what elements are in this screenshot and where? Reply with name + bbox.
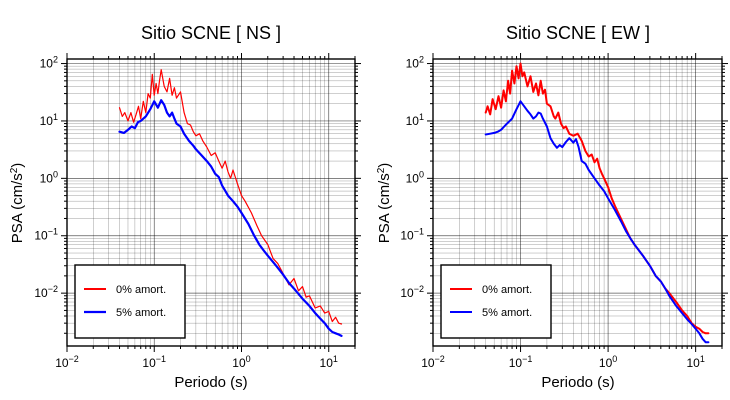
- chart-ns: Sitio SCNE [ NS ] 10−2 10−1 100 101 10−210−…: [9, 23, 361, 391]
- chart-ns-series-1: [118, 99, 343, 337]
- chart-ew-legend-label-0: 0% amort.: [482, 284, 532, 296]
- chart-ew-plot-frame: [432, 58, 723, 347]
- chart-ew: Sitio SCNE [ EW ] 10−2 10−1 100 101 10−210−…: [376, 23, 728, 391]
- chart-ns-x-axis-label: Periodo (s): [174, 374, 247, 391]
- chart-ew-x-tick-label-0: 10−2: [421, 354, 445, 370]
- chart-ns-y-tick-label-2: 100: [40, 169, 58, 185]
- chart-ew-legend-box: [440, 264, 552, 339]
- chart-ns-legend-label-1: 5% amort.: [116, 307, 166, 319]
- chart-ew-title: Sitio SCNE [ EW ]: [506, 23, 650, 43]
- chart-ew-y-tick-label-1: 10−1: [400, 227, 424, 243]
- chart-ew-y-tick-label-0: 10−2: [400, 284, 424, 300]
- chart-ew-legend-label-1: 5% amort.: [482, 307, 532, 319]
- chart-ns-ticks: [61, 53, 361, 352]
- chart-ew-y-axis-label: PSA (cm/s2): [376, 163, 394, 244]
- chart-ns-y-tick-label-4: 102: [40, 55, 58, 71]
- chart-ew-y-tick-label-3: 101: [406, 112, 424, 128]
- chart-ns-y-tick-label-1: 10−1: [34, 227, 58, 243]
- chart-ew-y-tick-labels: 10−2 10−1 100 101 102: [400, 55, 424, 301]
- chart-ew-x-tick-labels: 10−2 10−1 100 101: [421, 354, 705, 370]
- chart-ew-series-1: [484, 100, 710, 344]
- chart-ns-x-tick-labels: 10−2 10−1 100 101: [55, 354, 338, 370]
- chart-ns-y-tick-label-0: 10−2: [34, 284, 58, 300]
- chart-ew-legend: 0% amort. 5% amort.: [440, 264, 552, 339]
- chart-ew-x-axis-label: Periodo (s): [541, 374, 614, 391]
- chart-ns-x-tick-label-1: 10−1: [142, 354, 166, 370]
- chart-ns-y-tick-labels: 10−2 10−1 100 101 102: [34, 55, 58, 301]
- chart-ns-title: Sitio SCNE [ NS ]: [141, 23, 281, 43]
- chart-ns-x-tick-label-3: 101: [320, 354, 338, 370]
- chart-ew-series: [484, 62, 710, 344]
- chart-ew-ticks: [427, 53, 728, 352]
- chart-ew-y-tick-label-4: 102: [406, 55, 424, 71]
- chart-ns-y-tick-label-3: 101: [40, 112, 58, 128]
- chart-ns-series-0: [118, 69, 343, 325]
- chart-ns-x-tick-label-2: 100: [232, 354, 250, 370]
- chart-ns-y-axis-label: PSA (cm/s2): [9, 163, 27, 244]
- chart-ns-legend: 0% amort. 5% amort.: [74, 264, 186, 339]
- chart-ns-x-tick-label-0: 10−2: [55, 354, 79, 370]
- chart-ns-legend-label-0: 0% amort.: [116, 284, 166, 296]
- chart-ew-x-tick-label-2: 100: [599, 354, 617, 370]
- chart-ns-plot-frame: [66, 58, 356, 347]
- chart-ew-x-tick-label-3: 101: [686, 354, 704, 370]
- chart-ns-legend-box: [74, 264, 186, 339]
- chart-ew-x-tick-label-1: 10−1: [509, 354, 533, 370]
- chart-ew-y-tick-label-2: 100: [406, 169, 424, 185]
- chart-ns-series: [118, 69, 343, 337]
